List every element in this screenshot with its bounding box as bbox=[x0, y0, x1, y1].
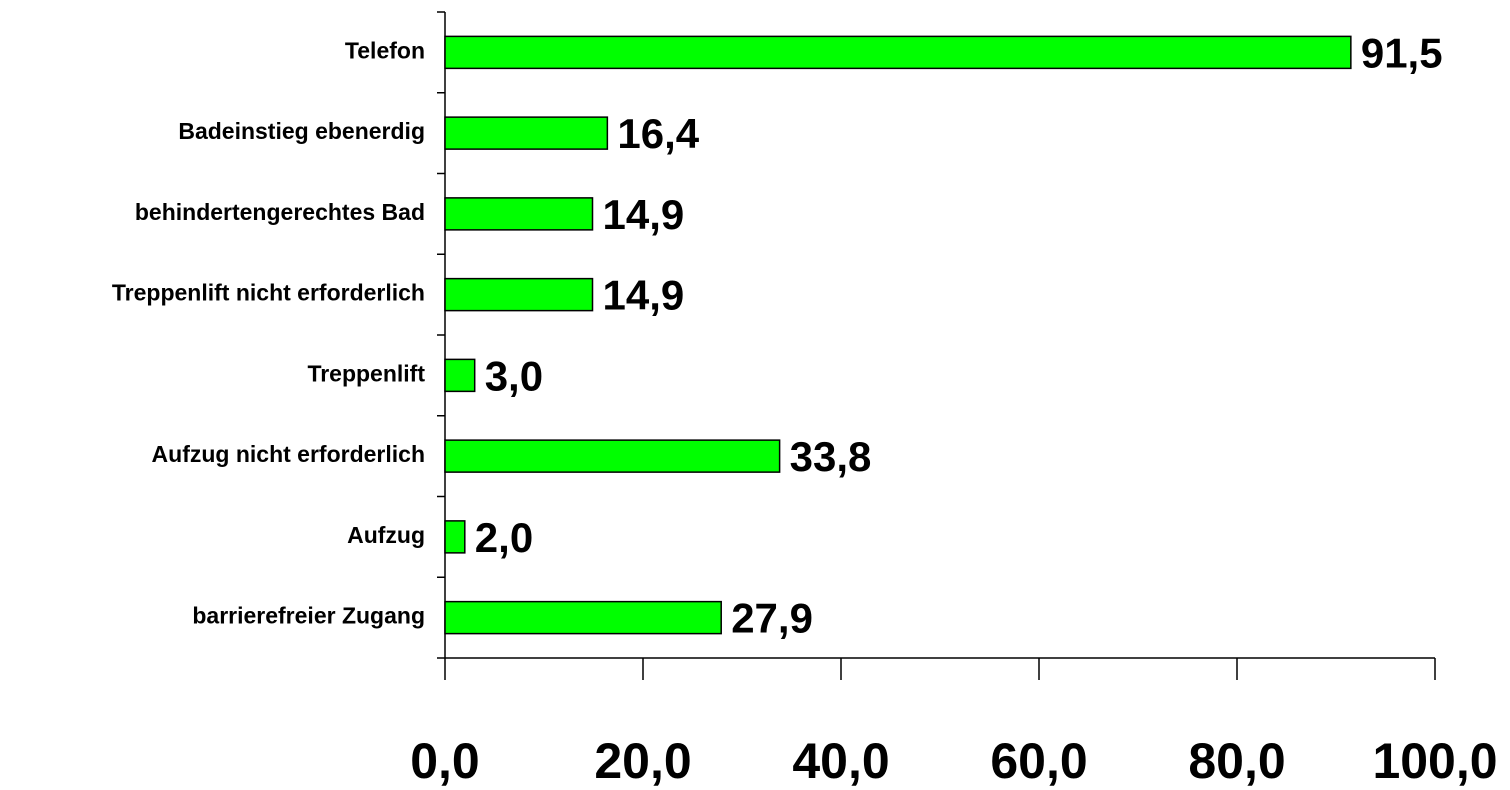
value-label: 3,0 bbox=[485, 352, 543, 399]
bar bbox=[444, 277, 594, 312]
value-label: 91,5 bbox=[1361, 29, 1443, 76]
category-label: behindertengerechtes Bad bbox=[135, 199, 425, 225]
category-label: Aufzug nicht erforderlich bbox=[152, 441, 425, 467]
bar bbox=[444, 35, 1352, 70]
x-tick-label: 0,0 bbox=[410, 733, 480, 789]
x-tick-label: 40,0 bbox=[792, 733, 889, 789]
value-label: 33,8 bbox=[790, 433, 872, 480]
category-label: barrierefreier Zugang bbox=[192, 603, 425, 629]
bar bbox=[444, 600, 722, 635]
bar bbox=[444, 116, 609, 150]
x-tick-label: 80,0 bbox=[1188, 733, 1285, 789]
x-tick-label: 20,0 bbox=[594, 733, 691, 789]
category-label: Treppenlift nicht erforderlich bbox=[112, 280, 425, 306]
category-label: Treppenlift bbox=[307, 360, 425, 386]
value-label: 14,9 bbox=[603, 272, 685, 319]
category-label: Telefon bbox=[345, 37, 425, 63]
bar bbox=[444, 358, 476, 393]
value-label: 16,4 bbox=[617, 110, 699, 157]
bar bbox=[444, 520, 466, 554]
value-label: 27,9 bbox=[731, 595, 813, 642]
x-tick-label: 60,0 bbox=[990, 733, 1087, 789]
x-tick-label: 100,0 bbox=[1372, 733, 1497, 789]
value-label: 14,9 bbox=[603, 191, 685, 238]
category-label: Aufzug bbox=[347, 522, 425, 548]
bar bbox=[444, 197, 594, 231]
value-label: 2,0 bbox=[475, 514, 533, 561]
category-label: Badeinstieg ebenerdig bbox=[178, 118, 425, 144]
bar bbox=[444, 439, 781, 473]
